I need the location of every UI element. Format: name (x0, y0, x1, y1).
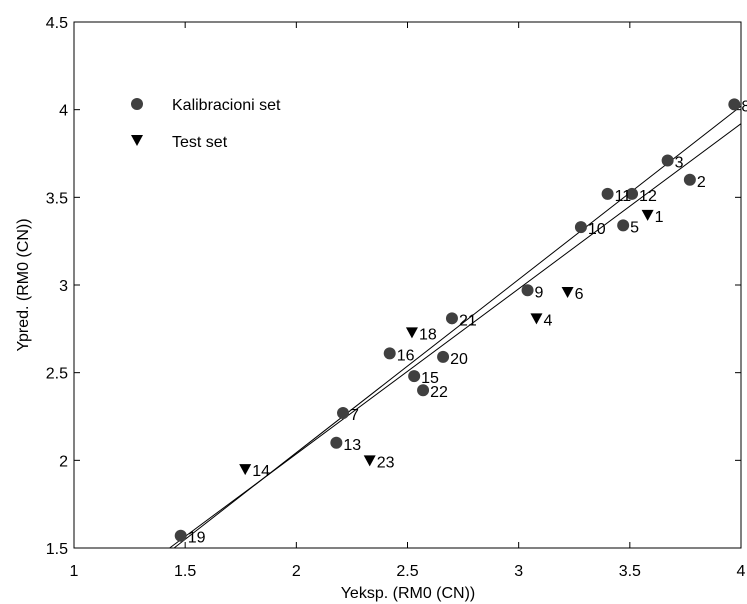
legend-marker-test (131, 135, 143, 146)
y-tick-label: 4 (59, 103, 68, 120)
x-tick-label: 2 (292, 563, 301, 580)
point-label: 8 (741, 98, 747, 115)
x-tick-label: 1 (70, 563, 79, 580)
x-tick-label: 2.5 (396, 563, 418, 580)
legend-marker-calibration (131, 98, 143, 110)
calibration-point (626, 187, 639, 200)
point-label: 12 (639, 188, 657, 205)
y-tick-label: 2 (59, 453, 68, 470)
point-label: 7 (350, 407, 359, 424)
fit-lines (169, 105, 742, 549)
y-axis: 1.5 2 2.5 3 3.5 4 4.5 (46, 15, 741, 558)
calibration-point (617, 219, 630, 232)
calibration-point (408, 370, 421, 383)
calibration-point (337, 406, 350, 419)
point-label: 9 (535, 284, 544, 301)
point-label: 5 (630, 219, 639, 236)
x-axis: 1 1.5 2 2.5 3 3.5 4 (70, 22, 746, 580)
calibration-point (601, 187, 614, 200)
y-tick-label: 3.5 (46, 190, 68, 207)
calibration-point (445, 312, 458, 325)
y-tick-label: 3 (59, 278, 68, 295)
calibration-point (574, 221, 587, 234)
calibration-point (330, 436, 343, 449)
point-label: 6 (575, 286, 584, 303)
test-point (641, 209, 654, 221)
point-label: 10 (588, 221, 606, 238)
x-tick-label: 1.5 (174, 563, 196, 580)
legend-label-test: Test set (172, 134, 228, 151)
x-tick-label: 3 (514, 563, 523, 580)
test-point (239, 464, 252, 476)
data-points (174, 98, 741, 542)
calibration-point (437, 350, 450, 363)
test-point (561, 287, 574, 299)
point-label: 4 (543, 312, 552, 329)
calibration-point (521, 284, 534, 297)
point-label: 3 (675, 155, 684, 172)
point-label: 2 (697, 174, 706, 191)
point-label: 18 (419, 326, 437, 343)
calibration-point (417, 384, 430, 397)
calibration-point (383, 347, 396, 360)
y-tick-label: 2.5 (46, 366, 68, 383)
plot-area (73, 21, 742, 549)
point-label: 19 (188, 530, 206, 547)
fit-line-2 (173, 105, 742, 549)
point-label: 11 (615, 188, 632, 205)
y-tick-label: 1.5 (46, 541, 68, 558)
point-label: 13 (343, 437, 361, 454)
point-label: 23 (377, 454, 395, 471)
legend: Kalibracioni set Test set (131, 97, 281, 151)
point-label: 15 (421, 370, 439, 387)
x-axis-label: Yeksp. (RM0 (CN)) (341, 585, 476, 602)
point-label: 21 (459, 312, 477, 329)
x-tick-label: 3.5 (619, 563, 641, 580)
point-label: 1 (655, 209, 664, 226)
test-point (530, 313, 543, 325)
calibration-point (728, 98, 741, 111)
point-label: 22 (430, 384, 448, 401)
calibration-point (661, 154, 674, 167)
point-label: 20 (450, 351, 468, 368)
legend-label-calibration: Kalibracioni set (172, 97, 281, 114)
point-label: 16 (397, 347, 415, 364)
point-label: 14 (252, 463, 270, 480)
y-tick-label: 4.5 (46, 15, 68, 32)
y-axis-label: Ypred. (RM0 (CN)) (15, 218, 32, 351)
x-tick-label: 4 (737, 563, 746, 580)
test-point (405, 327, 418, 339)
calibration-point (683, 173, 696, 186)
test-point (363, 455, 376, 467)
calibration-point (174, 529, 187, 542)
